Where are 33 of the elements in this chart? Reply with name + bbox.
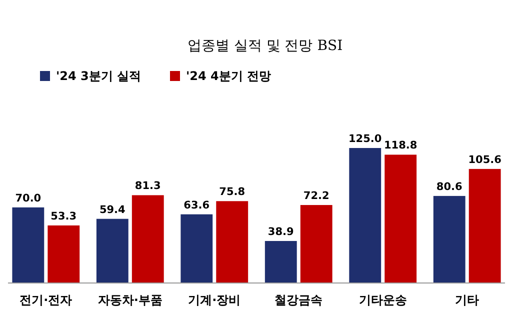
x-tick-label: 기타운송 [358, 293, 407, 307]
data-label: 80.6 [436, 180, 462, 193]
bar [180, 214, 213, 283]
bar [216, 201, 248, 283]
data-label: 118.8 [384, 140, 418, 152]
data-label: 38.9 [268, 226, 294, 238]
data-label: 59.4 [99, 204, 126, 216]
data-label: 105.6 [468, 154, 502, 166]
x-tick-label: 기타 [455, 293, 480, 307]
bar [468, 168, 501, 283]
bar [384, 154, 417, 283]
chart-title: 업종별 실적 및 전망 BSI [187, 38, 343, 54]
data-label: 81.3 [134, 180, 161, 192]
x-tick-label: 전기·전자 [20, 293, 72, 307]
x-tick-label: 기계·장비 [188, 293, 241, 307]
bar [96, 218, 128, 283]
data-label: 63.6 [184, 199, 210, 212]
legend-label: '24 3분기 실적 [56, 69, 142, 83]
legend-label: '24 4분기 전망 [186, 69, 272, 83]
bar [48, 225, 80, 283]
bar [433, 196, 466, 283]
data-label: 72.2 [303, 190, 330, 202]
x-tick-label: 철강금속 [274, 293, 323, 307]
data-label: 70.0 [15, 192, 42, 204]
data-label: 75.8 [219, 186, 246, 198]
x-tick-label: 자동차·부품 [98, 293, 162, 307]
data-label: 125.0 [348, 133, 382, 145]
bar [12, 207, 44, 283]
bar [264, 240, 297, 283]
bar [349, 148, 382, 283]
bar [300, 205, 332, 283]
bar [132, 195, 164, 283]
data-label: 53.3 [50, 210, 77, 222]
